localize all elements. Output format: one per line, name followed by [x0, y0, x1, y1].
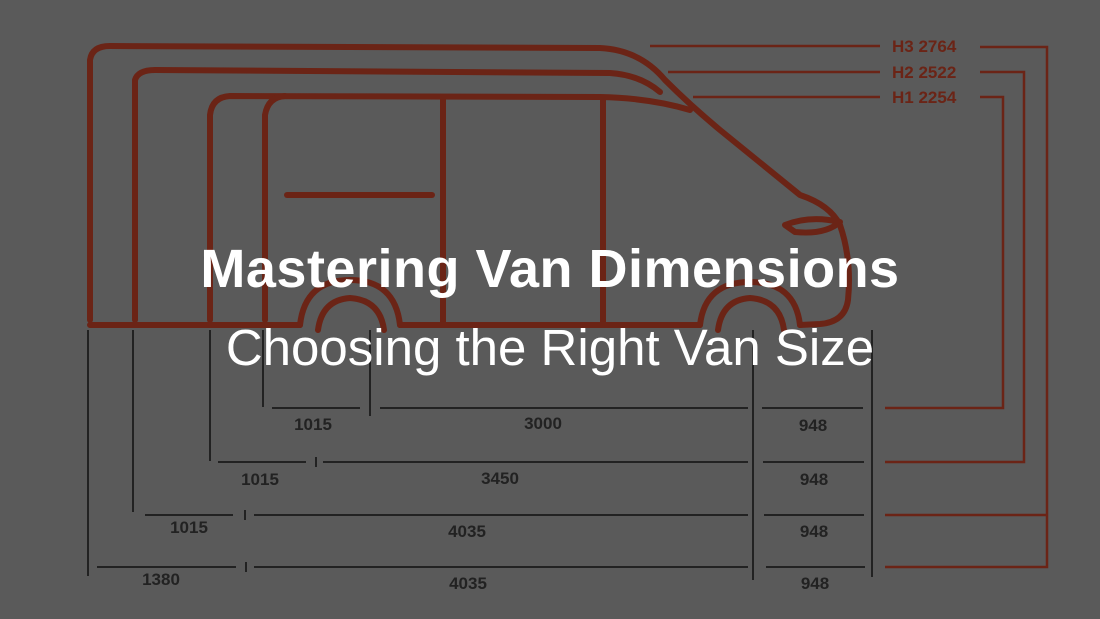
- row-2-rear: 1015: [241, 470, 279, 489]
- row-2-front: 948: [800, 470, 828, 489]
- van-outline: [87, 43, 852, 333]
- front-wheel-arch: [697, 279, 803, 328]
- headlight: [782, 216, 843, 236]
- page-subtitle: Choosing the Right Van Size: [225, 319, 875, 376]
- h1-guide: [693, 95, 1005, 410]
- row-4-wheelbase: 4035: [449, 574, 487, 593]
- row-4-rear: 1380: [142, 570, 180, 589]
- front-wheel: [715, 295, 787, 333]
- row-2-wheelbase: 3450: [481, 469, 519, 488]
- h2-guide: [668, 70, 1047, 517]
- row-1-front: 948: [799, 416, 827, 435]
- row-3-wheelbase: 4035: [448, 522, 486, 541]
- height-label-h2: H2 2522: [892, 63, 956, 82]
- roof-h3: [87, 43, 852, 328]
- rear-wheel: [315, 295, 387, 333]
- height-label-h1: H1 2254: [892, 88, 957, 107]
- rear-wheel-arch: [297, 277, 403, 328]
- h3-guide: [650, 44, 1049, 569]
- row-3-rear: 1015: [170, 518, 208, 537]
- row-1-wheelbase: 3000: [524, 414, 562, 433]
- row-1-rear: 1015: [294, 415, 332, 434]
- row-3-lines: [145, 510, 864, 520]
- row-2-lines: [218, 457, 864, 467]
- roof-h1: [207, 93, 693, 323]
- row-3-front: 948: [800, 522, 828, 541]
- row-4-front: 948: [801, 574, 829, 593]
- height-guides: [650, 44, 1049, 569]
- height-label-h3: H3 2764: [892, 37, 957, 56]
- page-title: Mastering Van Dimensions: [200, 239, 900, 299]
- roof-h2: [132, 67, 663, 323]
- row-4-lines: [97, 562, 865, 572]
- length-guides: [87, 330, 873, 580]
- length-labels: 1015 3000 948 1015 3450 948 1015 4035 94…: [142, 414, 829, 593]
- pillar-h1: [262, 93, 288, 323]
